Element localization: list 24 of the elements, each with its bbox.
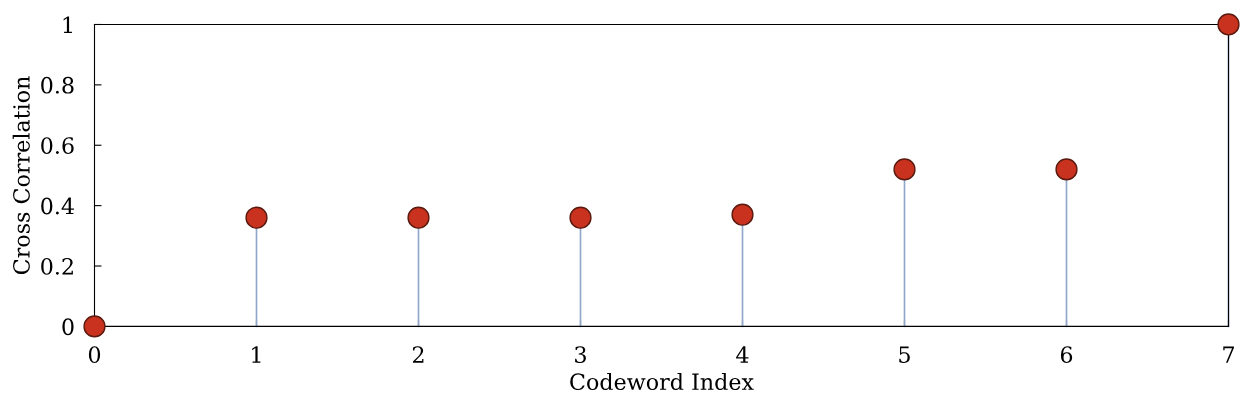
point	[569, 206, 592, 229]
point	[893, 158, 916, 181]
x-axis-title: Codeword Index	[570, 372, 754, 391]
x-tick-label: 4	[736, 346, 749, 363]
y-tick-label: 0	[62, 318, 74, 336]
x-tick-label: 3	[575, 346, 586, 364]
x-tick-label: 1	[252, 346, 261, 363]
y-axis-title: Cross Correlation	[12, 76, 30, 275]
point	[407, 206, 430, 229]
x-tick-label: 0	[88, 346, 101, 364]
y-tick-label: 1	[63, 16, 72, 33]
x-tick-label: 7	[1223, 346, 1234, 363]
x-tick-label: 5	[899, 346, 910, 364]
y-tick-label: 0.2	[41, 257, 73, 275]
point	[1055, 158, 1078, 181]
point	[83, 315, 106, 338]
y-tick-label: 0.4	[41, 197, 74, 215]
point	[731, 203, 754, 226]
x-tick-label: 6	[1060, 346, 1073, 364]
point	[1217, 13, 1240, 36]
point	[245, 206, 268, 229]
y-tick-label: 0.8	[41, 76, 74, 94]
y-tick-label: 0.6	[41, 137, 74, 155]
x-tick-label: 2	[412, 346, 424, 363]
